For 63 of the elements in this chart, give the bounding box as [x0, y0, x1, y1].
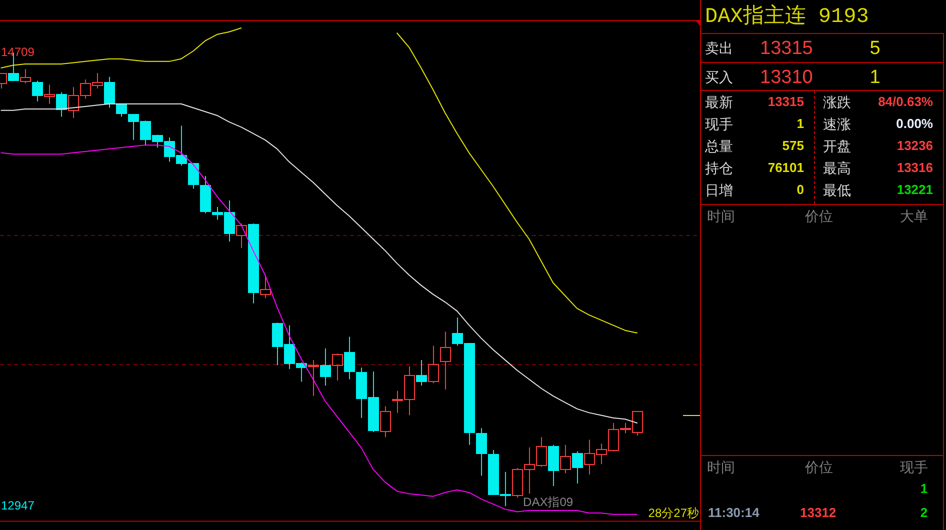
candlestick [320, 348, 331, 386]
candlestick [116, 104, 127, 118]
candlestick [440, 331, 451, 390]
text: 最新 [705, 94, 733, 110]
text: 84/0.63% [878, 94, 933, 110]
text: 76101 [768, 160, 804, 176]
text: 买入 [705, 68, 733, 86]
text: 涨跌 [823, 94, 851, 110]
candlestick [572, 450, 583, 484]
text: 13236 [896, 138, 933, 154]
y-tick-label: 12947 [1, 498, 35, 512]
text: 11:30:14 [708, 505, 760, 521]
candlestick [32, 80, 43, 102]
text: 575 [782, 138, 804, 154]
text: DAX指主连 9193 [705, 6, 869, 30]
candlestick [104, 76, 115, 108]
candlestick [236, 223, 247, 248]
text: 0.00% [896, 116, 933, 132]
text: 现手 [705, 116, 733, 132]
text: 最高 [823, 160, 851, 176]
text: 日增 [705, 182, 733, 198]
text: 5 [870, 36, 880, 60]
text: 13310 [760, 66, 813, 88]
candlestick [20, 68, 31, 84]
text: 持仓 [705, 160, 733, 176]
annotation: DAX指09 [523, 495, 574, 510]
text: 大单 [900, 208, 928, 224]
candlestick [260, 274, 271, 299]
candlestick [308, 359, 319, 396]
text: 价位 [805, 458, 833, 476]
text: 时间 [707, 458, 735, 476]
text: 1 [870, 66, 880, 88]
candlestick [56, 92, 67, 118]
text: 13315 [768, 94, 804, 110]
text: 开盘 [823, 138, 851, 154]
text: 13312 [800, 505, 836, 521]
text: 0 [796, 182, 804, 198]
y-tick-label: 14709 [1, 44, 35, 59]
text: 时间 [707, 208, 735, 224]
candlestick [344, 336, 355, 380]
candlestick [248, 224, 259, 304]
candlestick [476, 428, 487, 476]
text: 速涨 [823, 116, 851, 132]
candlestick [560, 444, 571, 474]
text: 1 [796, 116, 804, 132]
candlestick [200, 175, 211, 214]
text: 13316 [896, 160, 933, 176]
text: 最低 [823, 182, 851, 198]
text: 2 [920, 505, 928, 521]
text: 13315 [760, 36, 813, 60]
text: 1 [920, 481, 928, 497]
candlestick [332, 354, 343, 382]
text: 总量 [705, 138, 733, 154]
candlestick [428, 345, 439, 384]
candlestick [416, 359, 427, 386]
text: 卖出 [705, 40, 733, 56]
text: 价位 [805, 208, 833, 224]
text: 13221 [896, 182, 933, 198]
candlestick [548, 444, 559, 487]
text: 28分27秒 [648, 506, 700, 520]
candlestick [44, 84, 55, 104]
text: 现手 [900, 458, 928, 476]
candlestick [380, 406, 391, 438]
